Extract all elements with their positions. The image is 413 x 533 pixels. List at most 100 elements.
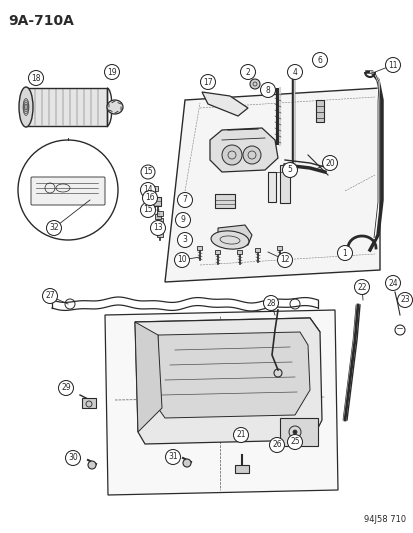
- Text: 14: 14: [143, 185, 152, 195]
- Text: 6: 6: [317, 55, 322, 64]
- Text: 12: 12: [280, 255, 289, 264]
- Bar: [154, 214, 161, 219]
- Circle shape: [282, 163, 297, 177]
- Text: 7: 7: [182, 196, 187, 205]
- Circle shape: [183, 459, 190, 467]
- Circle shape: [312, 52, 327, 68]
- Text: 13: 13: [153, 223, 162, 232]
- Text: 15: 15: [143, 167, 152, 176]
- Text: 27: 27: [45, 292, 55, 301]
- Bar: [157, 211, 163, 216]
- Circle shape: [28, 70, 43, 85]
- Circle shape: [221, 145, 242, 165]
- Text: 18: 18: [31, 74, 40, 83]
- Circle shape: [249, 79, 259, 89]
- Bar: [154, 200, 161, 205]
- Text: 8: 8: [265, 85, 270, 94]
- Ellipse shape: [107, 100, 123, 114]
- Circle shape: [43, 288, 57, 303]
- Text: 23: 23: [399, 295, 409, 304]
- Circle shape: [269, 438, 284, 453]
- Text: 30: 30: [68, 454, 78, 463]
- Circle shape: [385, 58, 399, 72]
- Ellipse shape: [211, 231, 248, 249]
- Circle shape: [175, 213, 190, 228]
- Polygon shape: [202, 92, 247, 116]
- Bar: [279, 165, 289, 203]
- Bar: [214, 194, 235, 208]
- Polygon shape: [135, 322, 161, 432]
- Circle shape: [88, 461, 96, 469]
- Circle shape: [260, 83, 275, 98]
- Polygon shape: [135, 318, 321, 444]
- Text: 29: 29: [61, 384, 71, 392]
- Text: 11: 11: [387, 61, 397, 69]
- Text: 32: 32: [49, 223, 59, 232]
- Text: 22: 22: [356, 282, 366, 292]
- Bar: [157, 225, 163, 230]
- Text: 28: 28: [266, 298, 275, 308]
- Circle shape: [140, 182, 155, 198]
- Bar: [197, 246, 202, 250]
- Circle shape: [240, 64, 255, 79]
- Circle shape: [277, 253, 292, 268]
- Polygon shape: [209, 128, 277, 172]
- Polygon shape: [105, 310, 337, 495]
- Bar: [152, 197, 161, 206]
- Circle shape: [46, 221, 62, 236]
- Ellipse shape: [19, 87, 33, 127]
- Text: 21: 21: [236, 431, 245, 440]
- Bar: [255, 248, 260, 252]
- Text: 9: 9: [180, 215, 185, 224]
- Text: 9A-710A: 9A-710A: [8, 14, 74, 28]
- Text: 17: 17: [203, 77, 212, 86]
- Circle shape: [233, 427, 248, 442]
- Text: 19: 19: [107, 68, 116, 77]
- Bar: [152, 186, 158, 191]
- Circle shape: [142, 190, 157, 206]
- Circle shape: [140, 203, 155, 217]
- Polygon shape: [165, 88, 379, 282]
- Circle shape: [58, 381, 74, 395]
- Circle shape: [150, 221, 165, 236]
- Text: 2: 2: [245, 68, 250, 77]
- Circle shape: [337, 246, 351, 261]
- Circle shape: [287, 64, 302, 79]
- Circle shape: [200, 75, 215, 90]
- Text: 20: 20: [324, 158, 334, 167]
- Bar: [279, 418, 317, 446]
- Circle shape: [177, 232, 192, 247]
- Text: 15: 15: [143, 206, 152, 214]
- Text: 26: 26: [271, 440, 281, 449]
- Bar: [267, 172, 275, 202]
- Circle shape: [18, 140, 118, 240]
- Text: 24: 24: [387, 279, 397, 287]
- Circle shape: [141, 165, 154, 179]
- Circle shape: [385, 276, 399, 290]
- Circle shape: [165, 449, 180, 464]
- Bar: [157, 232, 163, 237]
- Circle shape: [65, 450, 80, 465]
- Text: 5: 5: [287, 166, 292, 174]
- Circle shape: [354, 279, 369, 295]
- Text: 94J58 710: 94J58 710: [363, 515, 405, 524]
- Text: 10: 10: [177, 255, 186, 264]
- Circle shape: [242, 146, 260, 164]
- Circle shape: [177, 192, 192, 207]
- Circle shape: [263, 295, 278, 311]
- Text: 4: 4: [292, 68, 297, 77]
- Bar: [157, 218, 163, 223]
- Bar: [82, 398, 96, 408]
- Bar: [215, 250, 220, 254]
- Polygon shape: [135, 318, 319, 336]
- FancyBboxPatch shape: [31, 177, 105, 205]
- Circle shape: [174, 253, 189, 268]
- Circle shape: [292, 430, 296, 434]
- Bar: [235, 465, 248, 473]
- Circle shape: [104, 64, 119, 79]
- Polygon shape: [218, 225, 252, 247]
- Polygon shape: [158, 332, 309, 418]
- Bar: [237, 250, 242, 254]
- Bar: [25, 88, 107, 126]
- Circle shape: [322, 156, 337, 171]
